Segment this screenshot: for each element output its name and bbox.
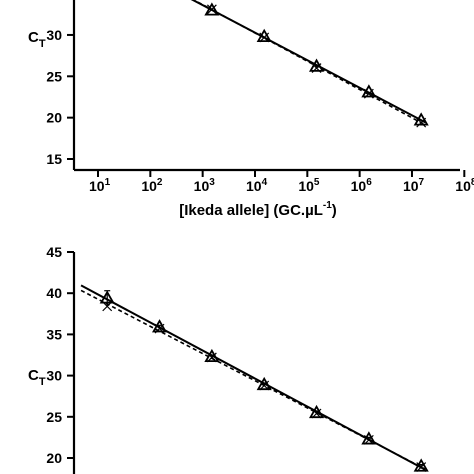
bottom-series-2-point (311, 408, 322, 419)
bottom-panel: 20 25 30 35 40 45 CT (28, 244, 429, 474)
top-series-2-fit-line (192, 0, 426, 126)
top-y-tick-label: 30 (46, 27, 62, 43)
bottom-y-tick-label: 45 (46, 244, 62, 260)
top-y-tick-label: 20 (46, 110, 62, 126)
top-y-tick-label: 15 (46, 151, 62, 167)
bottom-y-tick-label: 35 (46, 326, 62, 342)
top-panel: 15 20 25 30 101 102 103 104 105 106 107 108 CT [Ik… (28, 0, 474, 219)
bottom-y-tick-label: 40 (46, 285, 62, 301)
bottom-series-1-point (256, 376, 272, 391)
top-series-1-point (204, 2, 220, 16)
bottom-series-2-point (206, 352, 217, 363)
top-plot-area (190, 0, 429, 128)
top-y-tick-label: 25 (46, 68, 62, 84)
bottom-series-2-point (416, 462, 427, 472)
bottom-plot-area (80, 284, 429, 472)
bottom-y-axis-label: CT (28, 367, 46, 388)
top-x-tick-label: 103 (194, 177, 216, 194)
top-series-2-point (363, 88, 374, 99)
bottom-series-2-point (102, 301, 113, 312)
top-x-tick-label: 106 (351, 177, 373, 194)
bottom-y-tick-label: 20 (46, 450, 62, 466)
top-series-2-point (416, 117, 427, 128)
top-x-tick-label: 104 (246, 177, 268, 194)
bottom-series-2-point (259, 380, 270, 391)
top-x-tick-label: 105 (298, 177, 320, 194)
top-y-axis-label: CT (28, 29, 46, 50)
top-x-tick-label: 102 (141, 177, 163, 194)
top-x-tick-label: 107 (403, 177, 425, 194)
bottom-y-tick-label: 30 (46, 368, 62, 384)
top-x-axis-label: [Ikeda allele] (GC.µL-1) (179, 200, 337, 219)
top-x-tick-label: 101 (89, 177, 111, 194)
bottom-series-2-fit-line (80, 289, 426, 470)
bottom-y-tick-label: 25 (46, 409, 62, 425)
top-series-2-point (206, 4, 217, 15)
top-series-2-point (311, 63, 322, 73)
top-series-2-point (259, 32, 270, 43)
top-x-tick-label: 108 (455, 177, 474, 194)
bottom-series-1-point (361, 431, 377, 445)
bottom-series-1-point (99, 290, 115, 304)
bottom-series-2-point (154, 323, 165, 334)
bottom-series-2-point (363, 434, 374, 445)
